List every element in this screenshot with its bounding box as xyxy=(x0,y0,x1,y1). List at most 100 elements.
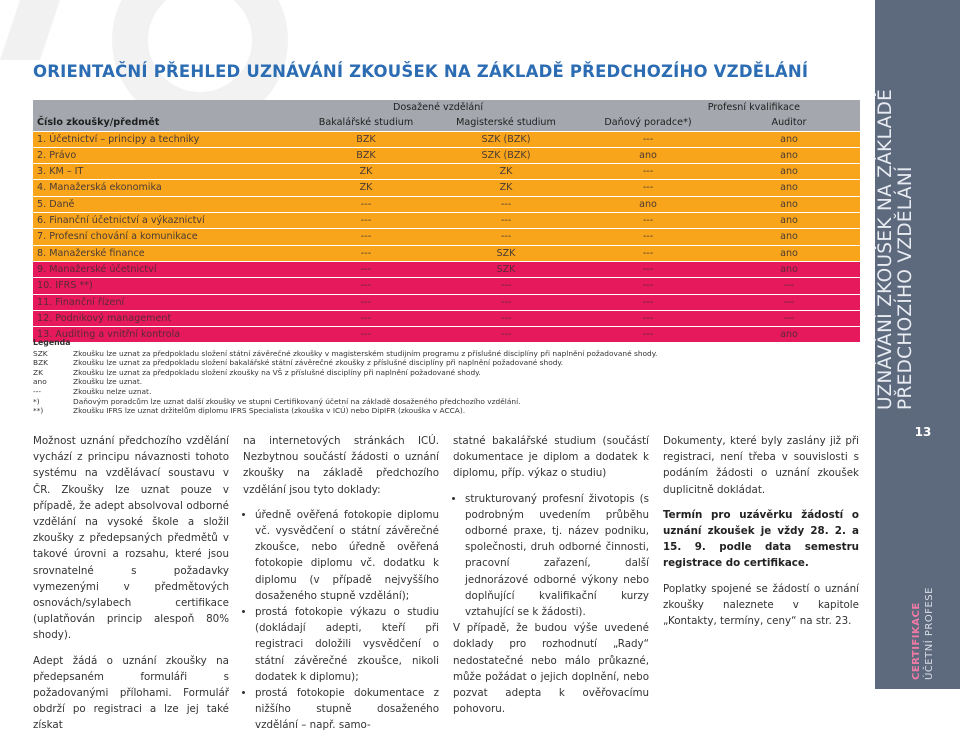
table-cell: --- xyxy=(298,309,434,327)
header-column: Magisterské studium xyxy=(434,115,579,132)
bullet-list: úředně ověřená fotokopie diplomu vč. vys… xyxy=(243,507,439,734)
recognition-table: Číslo zkoušky/předmět Dosažené vzdělání … xyxy=(33,100,861,343)
table-cell: --- xyxy=(298,212,434,229)
table-cell: --- xyxy=(578,293,719,311)
table-cell: ZK xyxy=(298,179,434,197)
table-cell: SZK xyxy=(434,244,579,262)
table-row: 8. Manažerské finance --- SZK --- ano xyxy=(33,244,861,262)
table-row: 3. KM – IT ZK ZK --- ano xyxy=(33,163,861,180)
legend-key: ano xyxy=(33,377,47,387)
subject-cell: 3. KM – IT xyxy=(33,163,298,180)
subject-cell: 1. Účetnictví – principy a techniky xyxy=(33,130,298,148)
table-cell: ano xyxy=(718,260,861,278)
legend-key: *) xyxy=(33,396,40,406)
legend-key: --- xyxy=(33,386,42,396)
sidebar-heading-line: PŘEDCHOZÍHO VZDĚLÁNÍ xyxy=(895,166,916,410)
table-row: 12. Podnikový management --- --- --- --- xyxy=(33,309,861,327)
table-cell: ano xyxy=(718,146,861,164)
legend-key: BZK xyxy=(33,358,48,368)
table-cell: --- xyxy=(434,228,579,246)
table-cell: --- xyxy=(718,309,861,327)
table-cell: --- xyxy=(434,326,579,343)
legend-text: Zkoušku IFRS lze uznat držitelům diplomu… xyxy=(73,406,466,416)
legend-item: **) Zkoušku IFRS lze uznat držitelům dipl… xyxy=(33,406,853,416)
bullet-list: strukturovaný profesní životopis (s podr… xyxy=(453,491,649,621)
legend-text: Daňovým poradcům lze uznat další zkoušky… xyxy=(73,396,521,406)
legend-text: Zkoušku lze uznat za předpokladu složení… xyxy=(73,348,658,358)
table-cell: --- xyxy=(578,260,719,278)
subject-cell: 5. Daně xyxy=(33,195,298,213)
subject-cell: 7. Profesní chování a komunikace xyxy=(33,228,298,246)
page-number: 13 xyxy=(914,425,932,439)
table-cell: --- xyxy=(578,212,719,229)
table-row: 5. Daně --- --- ano ano xyxy=(33,195,861,213)
paragraph: Poplatky spojené se žádostí o uznání zko… xyxy=(663,582,859,628)
bullet-item: prostá fotokopie výkazu o studiu (doklád… xyxy=(255,604,439,685)
paragraph: V případě, že budou výše uvedené doklady… xyxy=(453,622,649,716)
table-cell: --- xyxy=(578,179,719,197)
section: CERTIFIKACE xyxy=(911,602,922,680)
legend-item: SZK Zkoušku lze uznat za předpokladu slož… xyxy=(33,349,853,359)
legend-item: *) Daňovým poradcům lze uznat další zkouš… xyxy=(33,397,853,407)
table-row: 1. Účetnictví – principy a techniky BZK SZ… xyxy=(33,130,861,148)
text-column: Možnost uznání předchozího vzdělání vych… xyxy=(33,433,229,743)
legend-item: BZK Zkoušku lze uznat za předpokladu slož… xyxy=(33,358,853,368)
subject-cell: 9. Manažerské účetnictví xyxy=(33,260,298,278)
bullet-item: prostá fotokopie dokumentace z nižšího s… xyxy=(255,685,439,734)
table-cell: --- xyxy=(578,228,719,246)
table-cell: --- xyxy=(298,326,434,343)
table-cell: ano xyxy=(578,195,719,213)
legend-text: Zkoušku lze uznat. xyxy=(73,377,143,387)
subject-cell: 12. Podnikový management xyxy=(33,309,298,327)
bullet-item: strukturovaný profesní životopis (s podr… xyxy=(465,491,649,621)
table-row: 6. Finanční účetnictví a výkaznictví --- -… xyxy=(33,212,861,229)
table-cell: ano xyxy=(718,228,861,246)
bullet-item: úředně ověřená fotokopie diplomu vč. vys… xyxy=(255,507,439,604)
table-cell: --- xyxy=(298,244,434,262)
table-cell: --- xyxy=(298,277,434,295)
subject-cell: 6. Finanční účetnictví a výkaznictví xyxy=(33,212,298,229)
watermark xyxy=(0,0,288,110)
paragraph: statné bakalářské studium (součástí doku… xyxy=(453,435,649,480)
paragraph: Možnost uznání předchozího vzdělání vych… xyxy=(33,435,229,642)
table-row: 7. Profesní chování a komunikace --- --- --… xyxy=(33,228,861,246)
header-subject: Číslo zkoušky/předmět xyxy=(33,100,298,132)
paragraph: Adept žádá o uznání zkoušky na předepsan… xyxy=(33,654,229,732)
sidebar-heading: UZNÁVÁNÍ ZKOUŠEK NA ZÁKLADĚ PŘEDCHOZÍHO V… xyxy=(875,10,916,410)
legend-key: SZK xyxy=(33,348,48,358)
table-cell: ZK xyxy=(434,163,579,180)
table-cell: --- xyxy=(578,309,719,327)
section-label: CERTIFIKACE ÚČETNÍ PROFESE xyxy=(910,587,936,680)
legend-text: Zkoušku nelze uznat. xyxy=(73,386,152,396)
table-cell: --- xyxy=(434,293,579,311)
page: ORIENTAČNÍ PŘEHLED UZNÁVÁNÍ ZKOUŠEK NA Z… xyxy=(0,0,960,689)
legend-text: Zkoušku lze uznat za předpokladu složení… xyxy=(73,358,564,368)
paragraph: na internetových stránkách ICÚ. Nezbytno… xyxy=(243,435,439,496)
table-cell: --- xyxy=(298,260,434,278)
table-row: 9. Manažerské účetnictví --- SZK --- ano xyxy=(33,260,861,278)
table-cell: --- xyxy=(434,195,579,213)
text-column: Dokumenty, které byly zaslány již při re… xyxy=(663,433,859,638)
header-group: Dosažené vzdělání xyxy=(298,100,579,116)
table-cell: --- xyxy=(434,309,579,327)
table-cell: --- xyxy=(298,195,434,213)
table-cell: --- xyxy=(434,212,579,229)
sidebar-heading-line: UZNÁVÁNÍ ZKOUŠEK NA ZÁKLADĚ xyxy=(875,88,896,410)
table-cell: ano xyxy=(718,163,861,180)
legend-key: ZK xyxy=(33,367,43,377)
table-cell: SZK (BZK) xyxy=(434,130,579,148)
table-cell: BZK xyxy=(298,130,434,148)
table-cell: --- xyxy=(298,293,434,311)
table-cell: ano xyxy=(718,326,861,343)
bold-paragraph: Termín pro uzávěrku žádostí o uznání zko… xyxy=(663,508,859,570)
header-column: Auditor xyxy=(718,115,861,132)
table-cell: ZK xyxy=(298,163,434,180)
header-group: Profesní kvalifikace xyxy=(578,100,861,116)
subject-cell: 2. Právo xyxy=(33,146,298,164)
legend-item: ano Zkoušku lze uznat. xyxy=(33,377,853,387)
subsection: ÚČETNÍ PROFESE xyxy=(924,587,935,680)
table-cell: --- xyxy=(718,293,861,311)
table-cell: ano xyxy=(718,212,861,229)
table-cell: SZK xyxy=(434,260,579,278)
table-cell: BZK xyxy=(298,146,434,164)
